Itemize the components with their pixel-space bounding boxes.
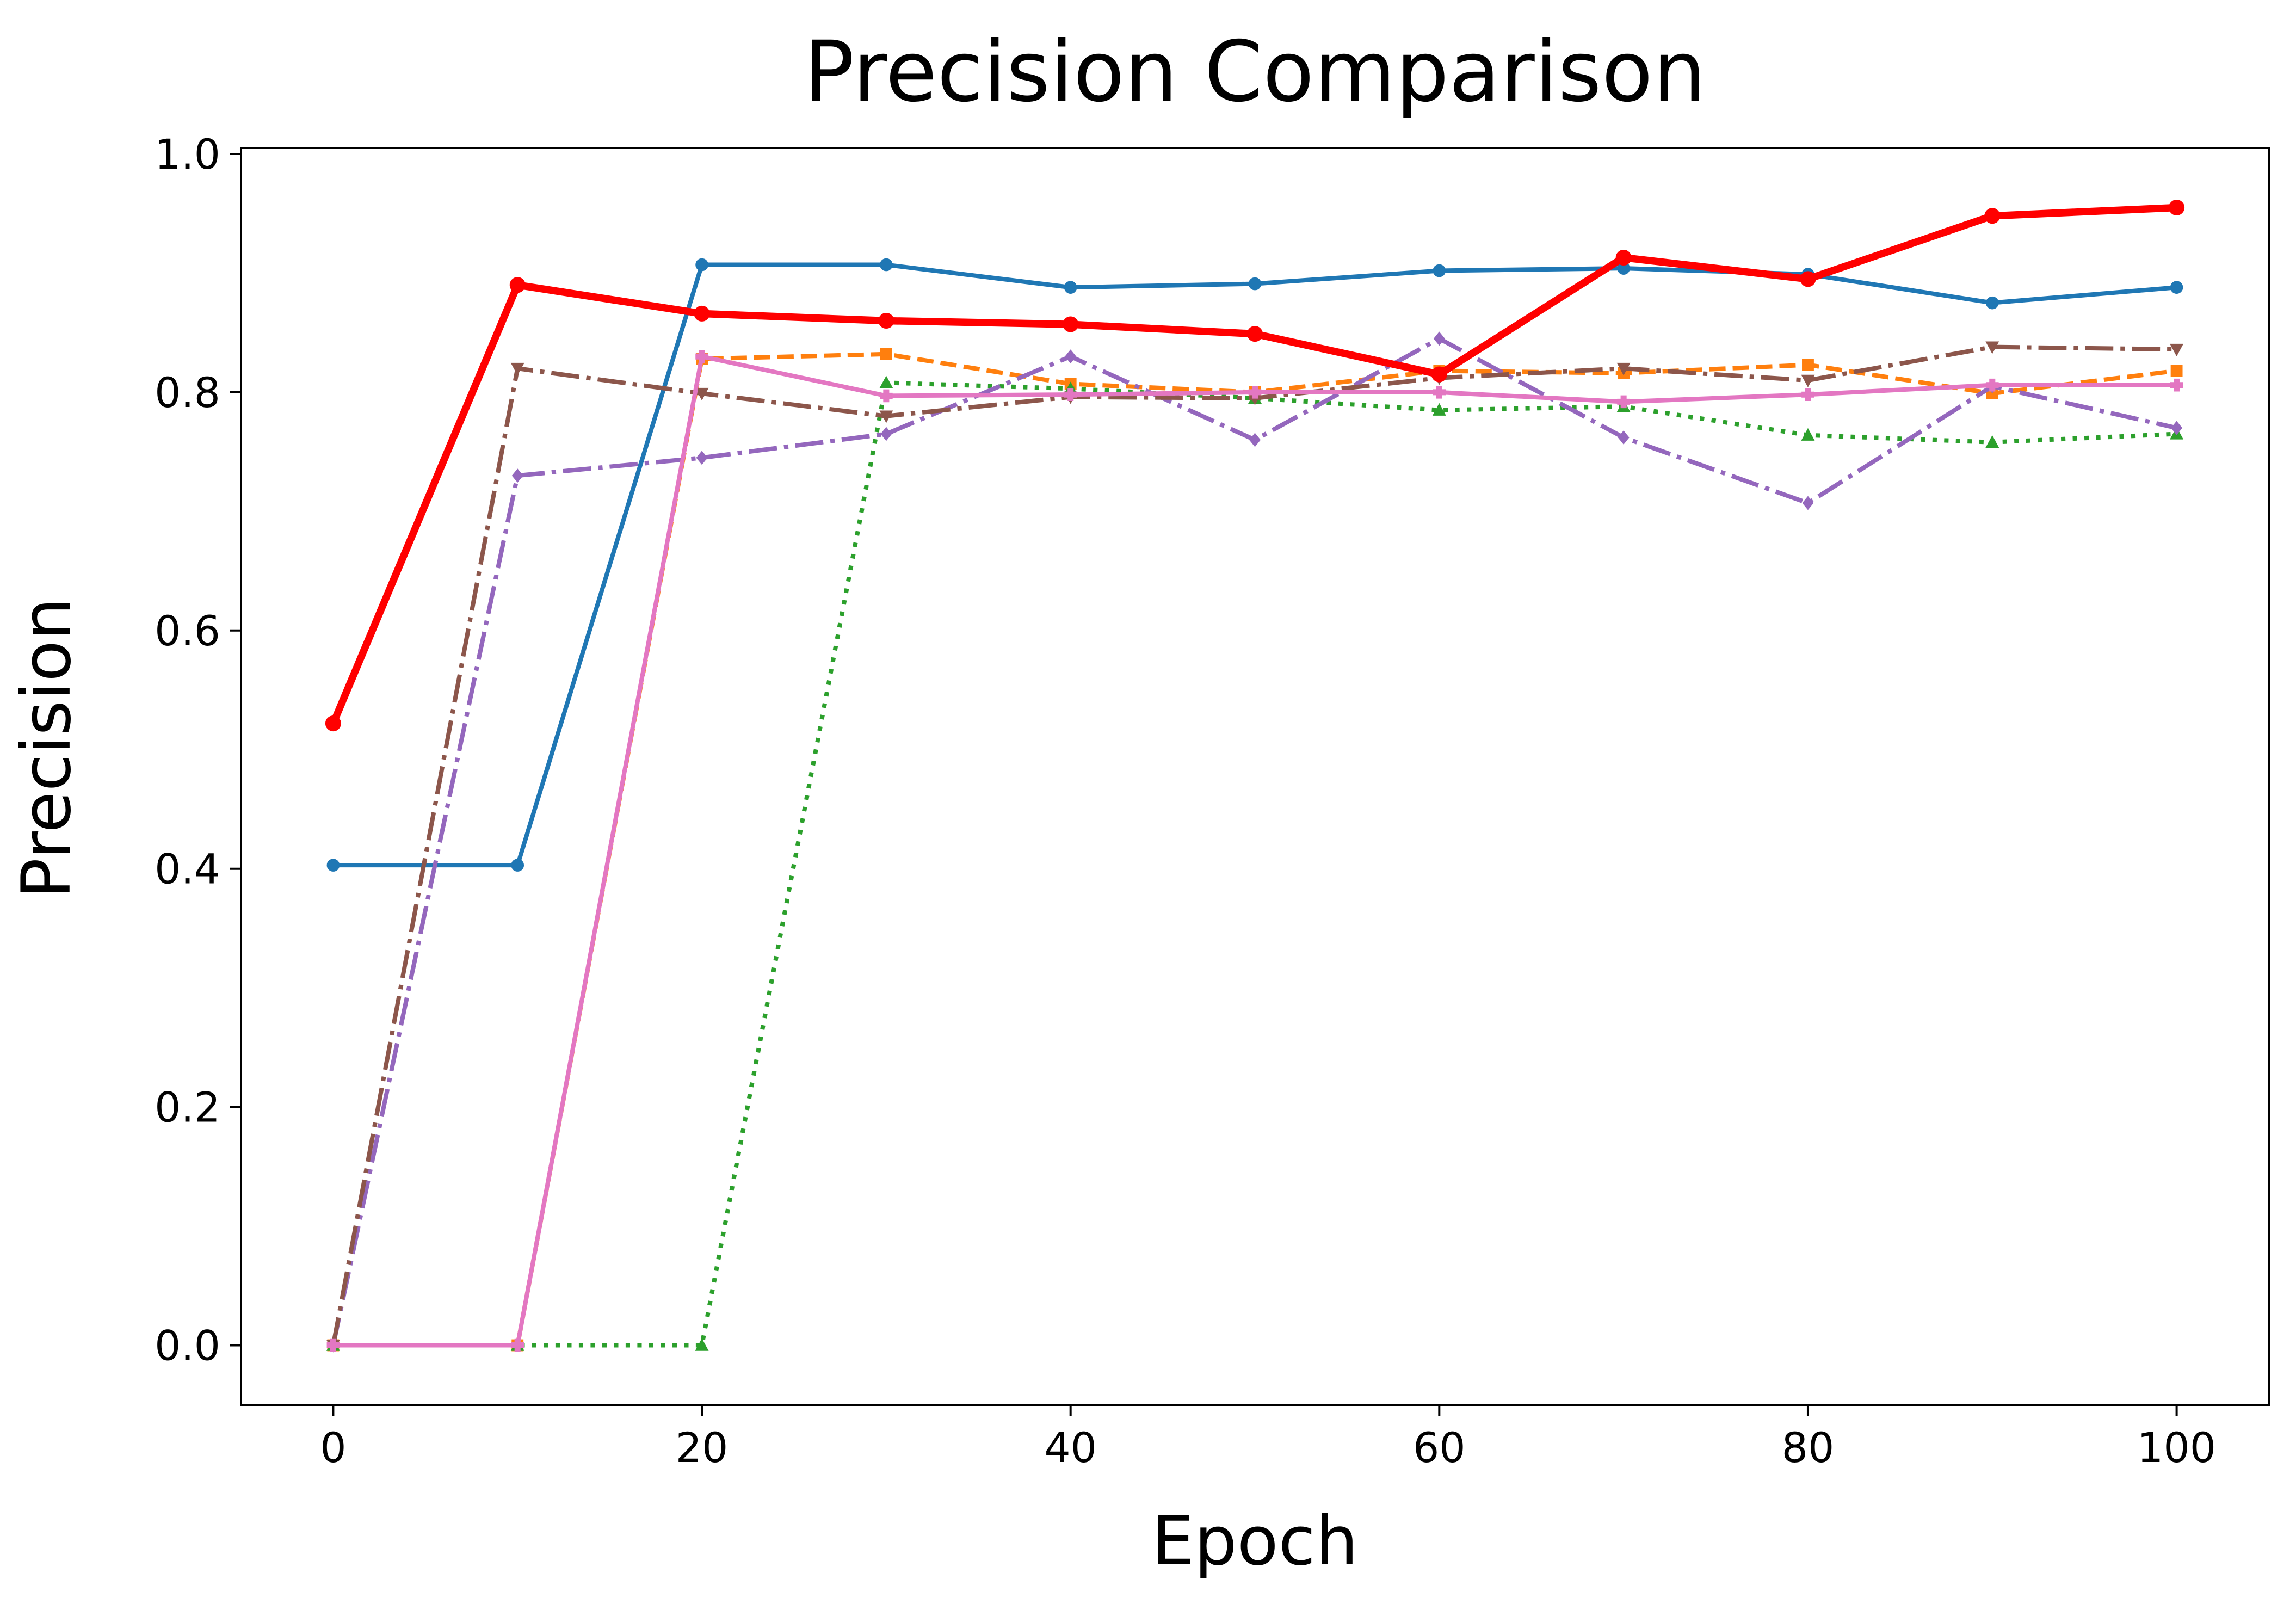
data-point xyxy=(326,1338,340,1352)
x-axis-label: Epoch xyxy=(1152,1502,1359,1581)
data-point xyxy=(696,451,708,465)
data-point xyxy=(880,427,892,441)
series-layer xyxy=(325,199,2185,1353)
data-point xyxy=(511,468,523,483)
data-point xyxy=(326,859,340,872)
y-tick-label: 0.6 xyxy=(155,607,220,655)
x-tick-label: 80 xyxy=(1782,1423,1835,1472)
data-point xyxy=(1615,249,1632,266)
data-point xyxy=(2171,421,2183,435)
data-point xyxy=(510,362,524,375)
data-point xyxy=(2170,365,2183,377)
y-tick-label: 0.0 xyxy=(155,1322,220,1370)
data-point xyxy=(1801,374,1815,387)
data-point xyxy=(325,715,341,732)
data-point xyxy=(511,859,524,872)
data-point xyxy=(1800,271,1816,287)
x-ticks: 0 20 40 60 80 100 xyxy=(320,1405,2216,1472)
data-point xyxy=(1618,430,1630,445)
data-point xyxy=(1065,349,1077,364)
data-point xyxy=(1064,388,1077,402)
data-point xyxy=(1433,386,1446,399)
data-point xyxy=(1433,264,1446,277)
data-point xyxy=(1984,208,2001,224)
x-tick-label: 20 xyxy=(676,1423,729,1472)
data-point xyxy=(1802,496,1814,510)
data-point xyxy=(511,1338,524,1352)
data-point xyxy=(1248,386,1262,399)
data-point xyxy=(695,350,708,363)
data-point xyxy=(695,258,708,272)
series-7 xyxy=(325,199,2185,732)
data-point xyxy=(509,277,526,293)
data-point xyxy=(1985,435,1999,448)
data-point xyxy=(880,389,893,403)
data-point xyxy=(1433,331,1445,346)
series-4 xyxy=(327,331,2183,1353)
y-ticks: 0.0 0.2 0.4 0.6 0.8 1.0 xyxy=(155,130,241,1370)
x-tick-label: 40 xyxy=(1044,1423,1097,1472)
x-tick-label: 100 xyxy=(2137,1423,2216,1472)
data-point xyxy=(1064,281,1077,294)
data-point xyxy=(1801,388,1814,402)
data-point xyxy=(2170,281,2183,294)
data-point xyxy=(1248,277,1262,291)
data-point xyxy=(1432,403,1446,416)
data-point xyxy=(1247,326,1263,342)
chart-title: Precision Comparison xyxy=(804,23,1706,121)
data-point xyxy=(2169,199,2185,215)
data-point xyxy=(1802,359,1814,371)
y-axis-label: Precision xyxy=(8,597,86,898)
series-1 xyxy=(326,258,2183,872)
x-tick-label: 60 xyxy=(1413,1423,1466,1472)
data-point xyxy=(1801,428,1815,441)
y-tick-label: 1.0 xyxy=(155,130,220,178)
data-point xyxy=(1985,378,1999,392)
data-point xyxy=(879,410,893,423)
x-tick-label: 0 xyxy=(320,1423,346,1472)
axes-frame xyxy=(240,147,2270,1406)
data-point xyxy=(1063,316,1079,332)
y-tick-label: 0.2 xyxy=(155,1083,220,1132)
y-tick-label: 0.4 xyxy=(155,845,220,893)
data-point xyxy=(2170,343,2184,356)
data-point xyxy=(1616,362,1631,375)
data-point xyxy=(1249,433,1261,447)
y-tick-label: 0.8 xyxy=(155,368,220,417)
data-point xyxy=(1985,296,1999,310)
data-point xyxy=(878,312,894,329)
data-point xyxy=(880,258,893,272)
series-6 xyxy=(326,350,2183,1352)
series-line xyxy=(333,380,2177,1348)
data-point xyxy=(1617,395,1630,409)
data-point xyxy=(879,375,893,388)
data-point xyxy=(1431,366,1447,383)
data-point xyxy=(1985,341,1999,354)
data-point xyxy=(695,387,709,400)
data-point xyxy=(880,348,892,360)
data-point xyxy=(694,305,710,322)
data-point xyxy=(695,1338,709,1351)
data-point xyxy=(2170,378,2183,392)
